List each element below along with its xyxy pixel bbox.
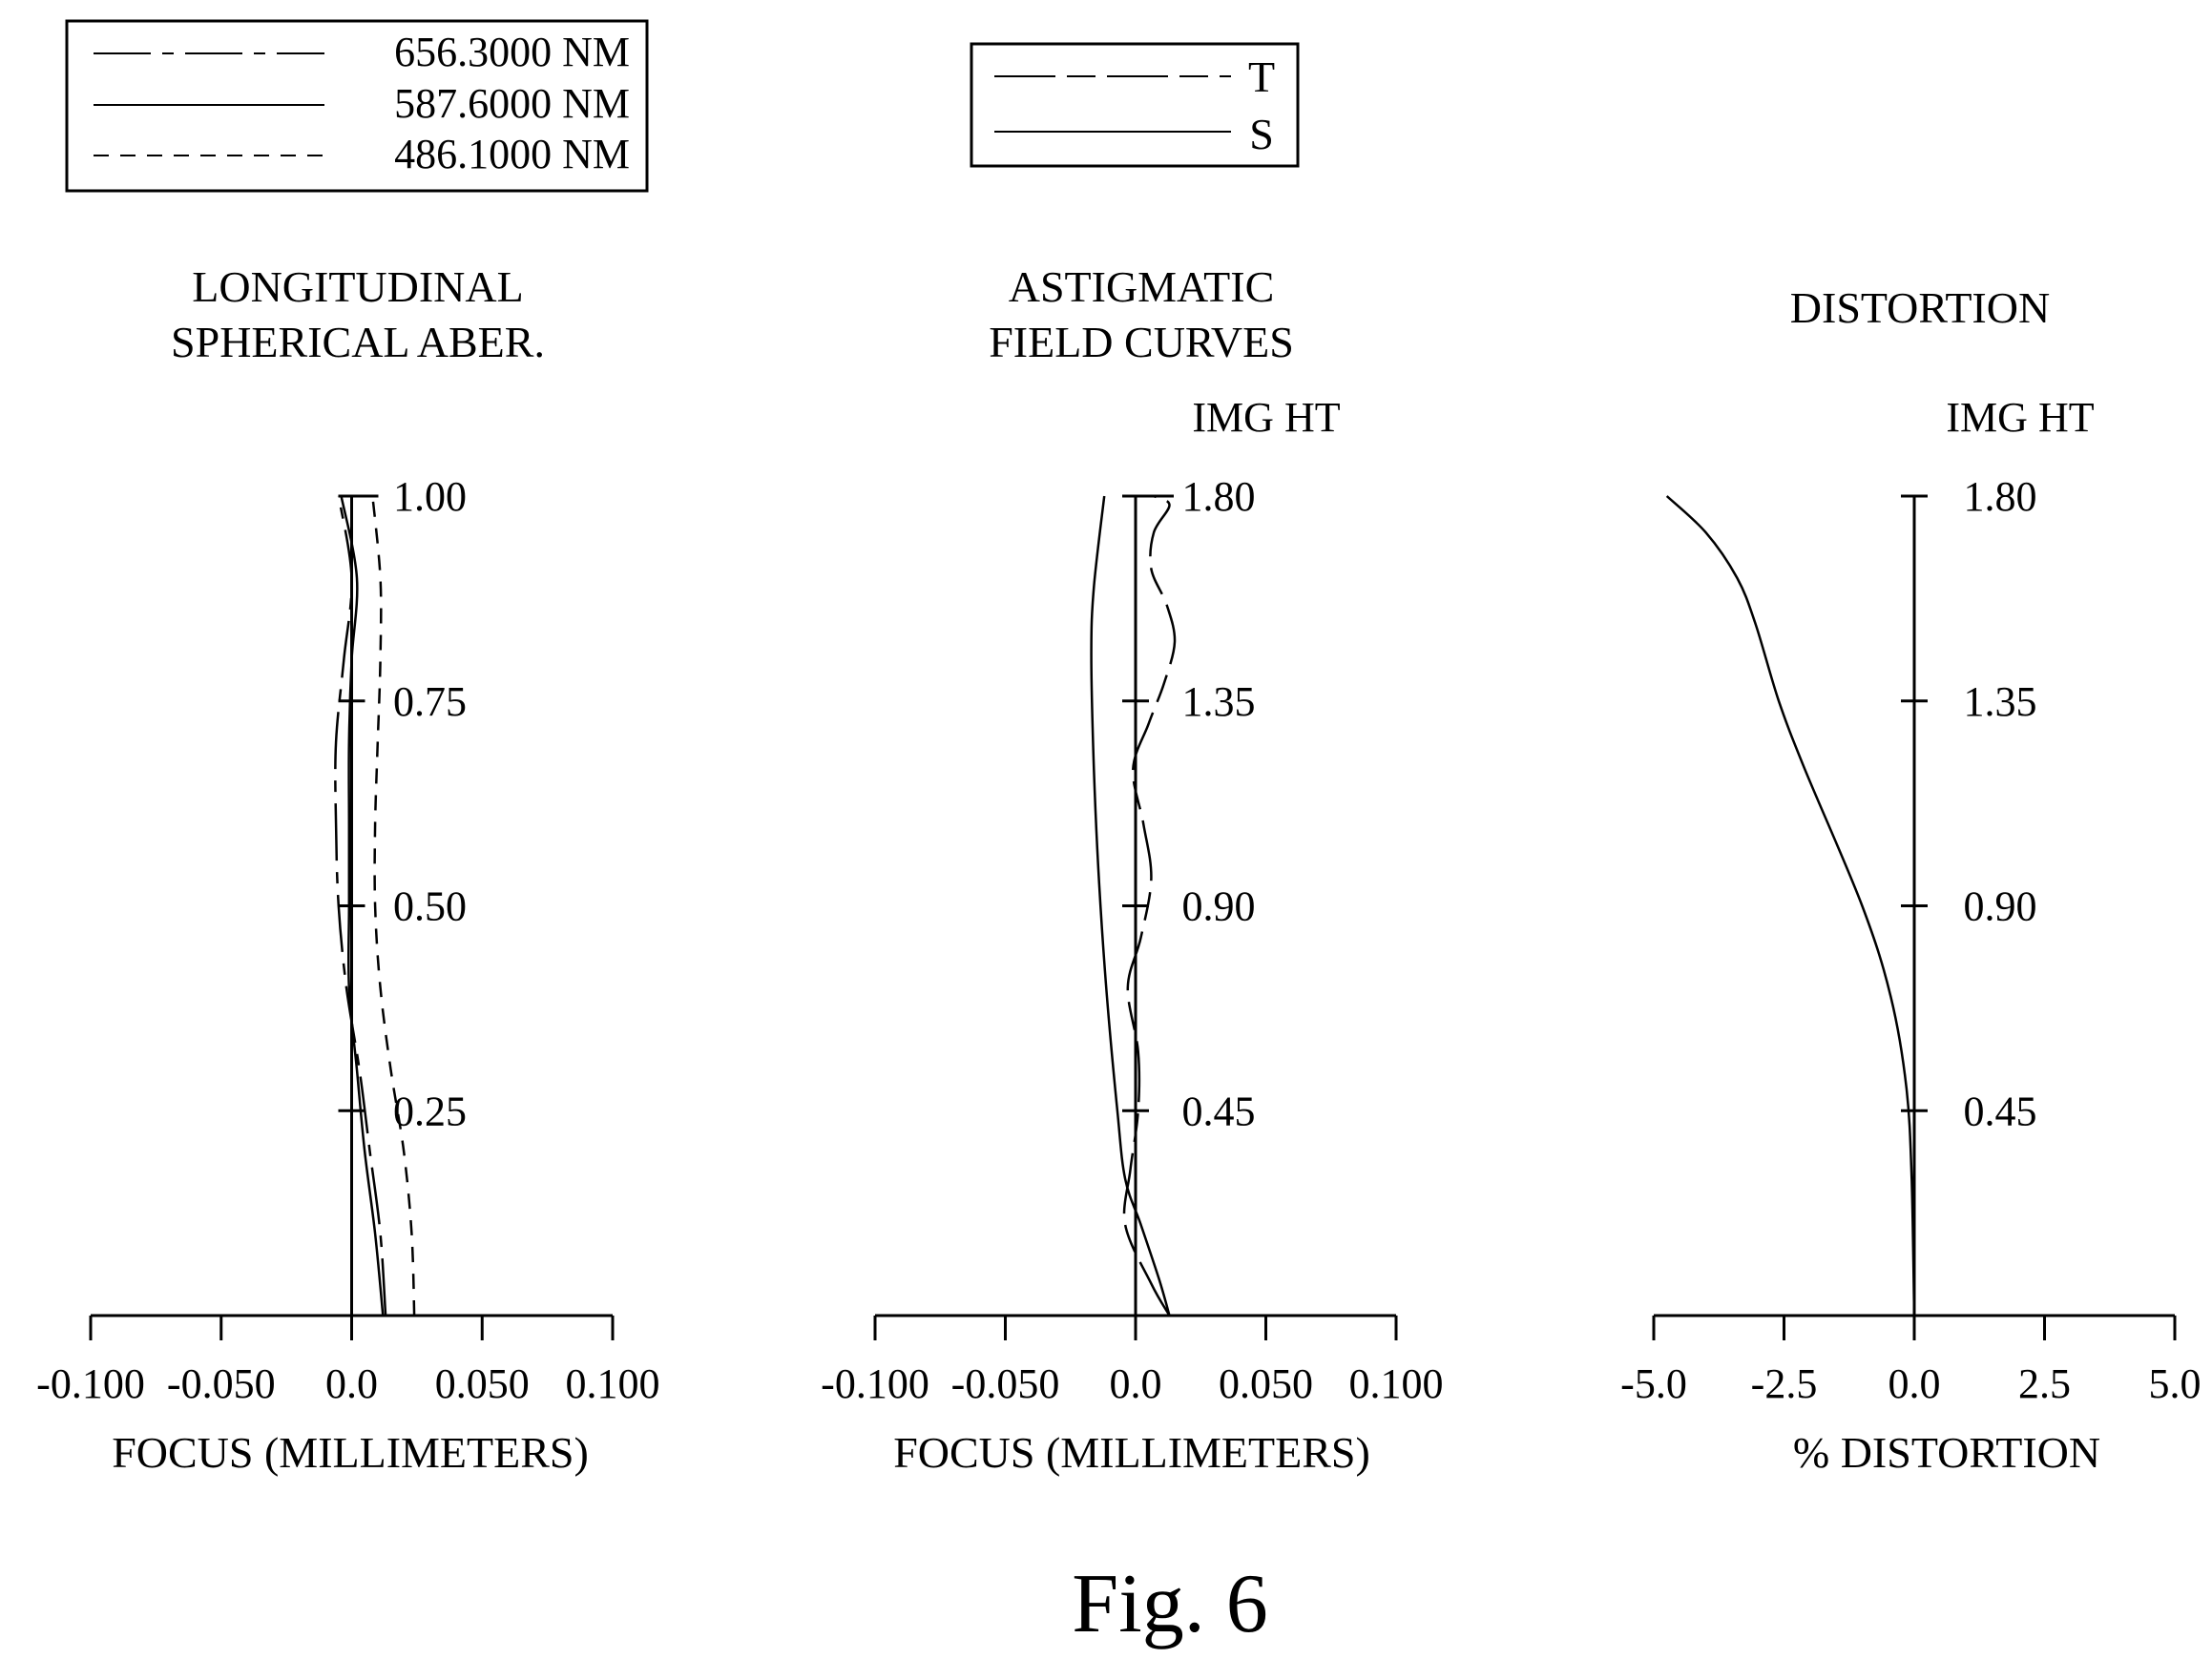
- spherical-y-tick-label: 1.00: [393, 473, 467, 520]
- distortion-curves: [1665, 495, 1916, 1317]
- astigmatic-y-tick-label: 0.90: [1182, 883, 1256, 930]
- distortion-curve-distortion: [1665, 495, 1916, 1317]
- astigmatic-img-ht-caption: IMG HT: [1192, 394, 1340, 441]
- spherical-title-line-1: LONGITUDINAL: [192, 262, 523, 311]
- astigmatic-x-tick-label: -0.050: [951, 1360, 1060, 1407]
- astigmatic-curves: [1090, 494, 1177, 1317]
- astigmatic-curve-t: [1122, 494, 1177, 1317]
- astigmatic-title-line-2: FIELD CURVES: [989, 318, 1294, 366]
- distortion-x-axis-label: % DISTORTION: [1793, 1428, 2100, 1477]
- distortion-x-tick-label: 5.0: [2149, 1360, 2202, 1407]
- spherical-axes: [89, 494, 615, 1340]
- ts-legend: T S: [970, 42, 1300, 168]
- panel-distortion: DISTORTION IMG HT -5.0 -2.5 0.0 2.5 5.0 0.45 0…: [1620, 283, 2201, 1477]
- distortion-y-tick-label: 1.35: [1964, 678, 2037, 725]
- astigmatic-x-tick-label: -0.100: [821, 1360, 929, 1407]
- distortion-x-tick-label: -5.0: [1620, 1360, 1687, 1407]
- astigmatic-x-axis-label: FOCUS (MILLIMETERS): [893, 1428, 1370, 1477]
- spherical-x-tick-label: -0.050: [167, 1360, 276, 1407]
- panel-astigmatic: ASTIGMATIC FIELD CURVES IMG HT -0.100 -0.…: [821, 262, 1443, 1477]
- astigmatic-x-tick-label: 0.050: [1219, 1360, 1313, 1407]
- distortion-x-tick-label: 2.5: [2018, 1360, 2071, 1407]
- spherical-tick-labels: -0.100 -0.050 0.0 0.050 0.100 0.25 0.50 0.75 1.0…: [36, 473, 659, 1407]
- spherical-y-tick-label: 0.50: [393, 883, 467, 930]
- spherical-curve-587nm: [340, 495, 385, 1317]
- wavelength-legend: 656.3000 NM 587.6000 NM 486.1000 NM: [65, 19, 649, 193]
- legend-label-587nm: 587.6000 NM: [394, 80, 630, 127]
- distortion-y-tick-label: 0.45: [1964, 1088, 2037, 1134]
- spherical-x-tick-label: 0.100: [566, 1360, 660, 1407]
- distortion-axes: [1652, 494, 2177, 1340]
- legend-label-656nm: 656.3000 NM: [394, 29, 630, 75]
- astigmatic-y-tick-label: 1.80: [1182, 473, 1256, 520]
- legend-label-s: S: [1249, 110, 1274, 158]
- astigmatic-y-tick-label: 0.45: [1182, 1088, 1256, 1134]
- distortion-y-tick-label: 1.80: [1964, 473, 2037, 520]
- astigmatic-curve-s: [1090, 495, 1171, 1317]
- legend-label-t: T: [1248, 52, 1275, 101]
- spherical-curves: [334, 495, 416, 1317]
- figure-caption: Fig. 6: [1072, 1558, 1267, 1650]
- panel-spherical: LONGITUDINAL SPHERICAL ABER. -0.100 -0.05…: [36, 262, 659, 1477]
- astigmatic-x-tick-label: 0.100: [1349, 1360, 1444, 1407]
- distortion-x-tick-label: 0.0: [1889, 1360, 1941, 1407]
- spherical-curve-486nm: [371, 495, 416, 1317]
- astigmatic-x-tick-label: 0.0: [1110, 1360, 1162, 1407]
- distortion-tick-labels: -5.0 -2.5 0.0 2.5 5.0 0.45 0.90 1.35 1.80: [1620, 473, 2201, 1407]
- spherical-y-tick-label: 0.25: [393, 1088, 467, 1134]
- spherical-curve-656nm: [334, 495, 387, 1317]
- wavelength-legend-frame: [65, 19, 649, 193]
- distortion-y-tick-label: 0.90: [1964, 883, 2037, 930]
- spherical-x-tick-label: 0.050: [435, 1360, 530, 1407]
- astigmatic-tick-labels: -0.100 -0.050 0.0 0.050 0.100 0.45 0.90 1.35 1.8…: [821, 473, 1443, 1407]
- astigmatic-title-line-1: ASTIGMATIC: [1009, 262, 1275, 311]
- spherical-x-tick-label: 0.0: [325, 1360, 378, 1407]
- spherical-x-tick-label: -0.100: [36, 1360, 145, 1407]
- distortion-img-ht-caption: IMG HT: [1946, 394, 2094, 441]
- distortion-x-tick-label: -2.5: [1751, 1360, 1818, 1407]
- astigmatic-y-tick-label: 1.35: [1182, 678, 1256, 725]
- spherical-x-axis-label: FOCUS (MILLIMETERS): [112, 1428, 589, 1477]
- astigmatic-axes: [873, 494, 1398, 1340]
- spherical-y-tick-label: 0.75: [393, 678, 467, 725]
- spherical-title-line-2: SPHERICAL ABER.: [171, 318, 545, 366]
- ts-legend-frame: [970, 42, 1300, 168]
- distortion-title: DISTORTION: [1790, 283, 2050, 332]
- legend-label-486nm: 486.1000 NM: [394, 131, 630, 177]
